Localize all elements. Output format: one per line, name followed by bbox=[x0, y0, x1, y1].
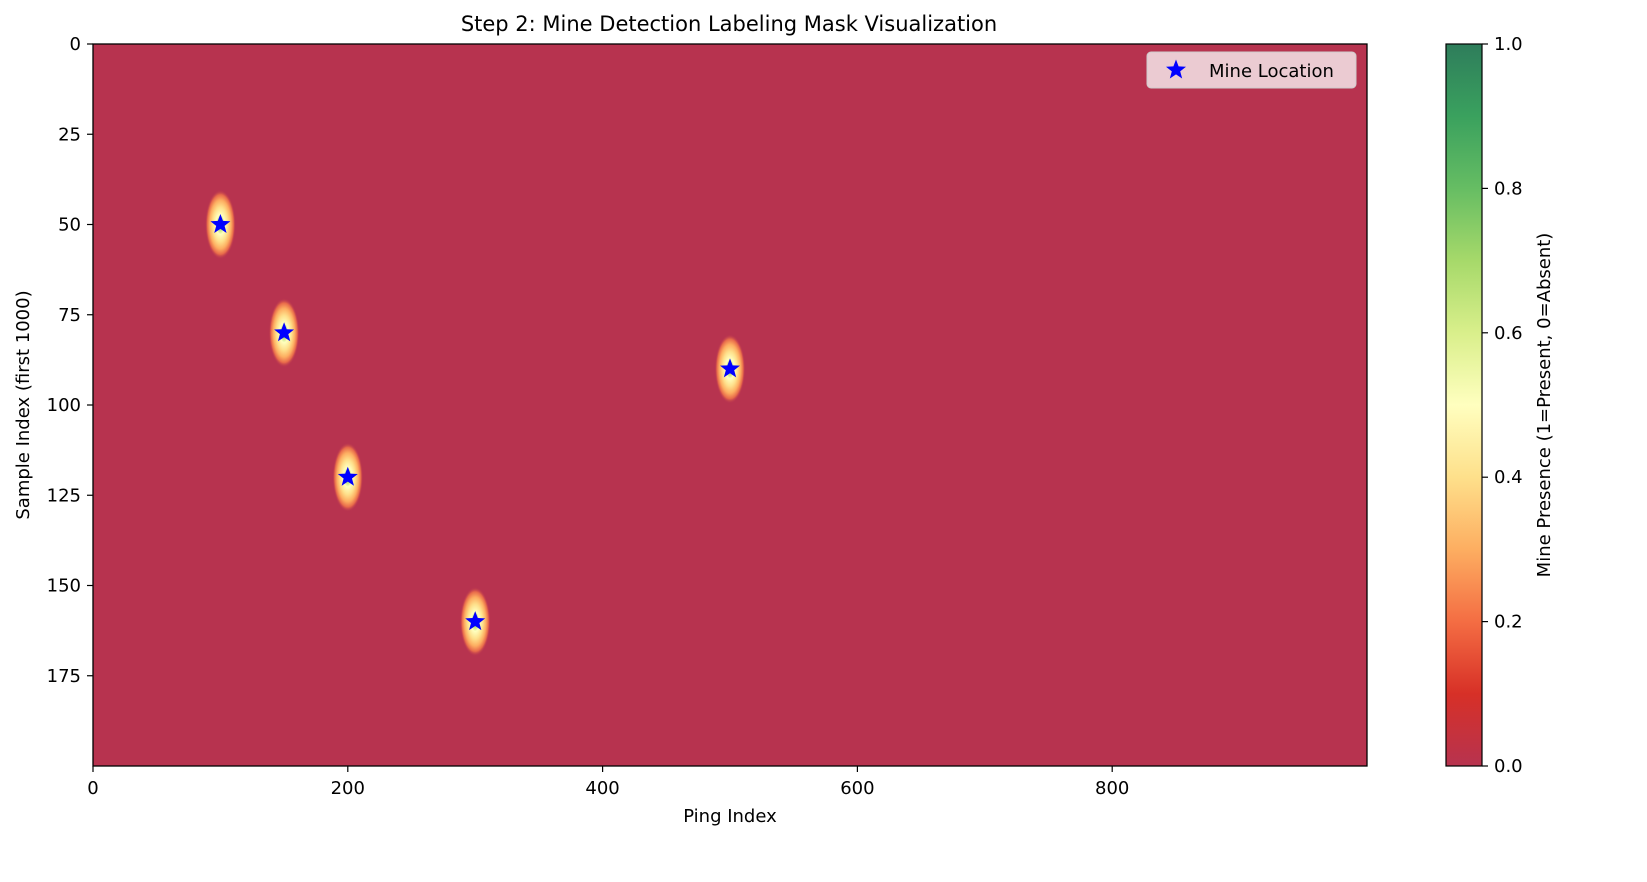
colorbar-tick-label: 1.0 bbox=[1494, 34, 1523, 55]
colorbar-tick-label: 0.0 bbox=[1494, 756, 1523, 777]
mine-markers bbox=[210, 214, 740, 631]
colorbar-label: Mine Presence (1=Present, 0=Absent) bbox=[1534, 233, 1555, 578]
y-axis-label: Sample Index (first 1000) bbox=[13, 290, 34, 519]
colorbar-gradient bbox=[1445, 43, 1483, 767]
x-tick-label: 600 bbox=[840, 778, 874, 799]
y-tick-label: 50 bbox=[58, 215, 81, 236]
mine-star-marker bbox=[274, 322, 295, 342]
y-tick-label: 75 bbox=[58, 305, 81, 326]
y-tick-label: 100 bbox=[47, 395, 81, 416]
y-tick-label: 175 bbox=[47, 666, 81, 687]
heatmap-plot-area bbox=[92, 43, 1368, 767]
legend-label: Mine Location bbox=[1209, 61, 1334, 82]
x-tick-label: 800 bbox=[1095, 778, 1129, 799]
colorbar-tick-label: 0.2 bbox=[1494, 612, 1523, 633]
x-tick-label: 400 bbox=[585, 778, 619, 799]
mine-star-marker bbox=[720, 358, 740, 378]
colorbar-ticks: 0.0 0.2 0.4 0.6 0.8 1.0 bbox=[1482, 34, 1523, 777]
mine-star-marker bbox=[465, 611, 486, 631]
y-tick-label: 125 bbox=[47, 485, 81, 506]
legend: Mine Location bbox=[1146, 51, 1357, 89]
x-axis-ticks: 0 200 400 600 800 bbox=[87, 766, 1129, 799]
x-tick-label: 200 bbox=[331, 778, 365, 799]
legend-star-shape bbox=[1166, 59, 1186, 79]
y-tick-label: 25 bbox=[58, 124, 81, 145]
legend-star-icon bbox=[1166, 59, 1186, 79]
colorbar-tick-label: 0.8 bbox=[1494, 178, 1523, 199]
colorbar-tick-label: 0.6 bbox=[1494, 323, 1523, 344]
y-axis-ticks: 0 25 50 75 100 125 150 175 bbox=[47, 34, 93, 687]
x-axis-label: Ping Index bbox=[683, 806, 777, 827]
chart-title: Step 2: Mine Detection Labeling Mask Vis… bbox=[461, 12, 997, 36]
heatmap-background bbox=[93, 44, 1367, 766]
colorbar: 0.0 0.2 0.4 0.6 0.8 1.0 Mine Presence (1=Pres… bbox=[1445, 34, 1555, 777]
y-tick-label: 0 bbox=[70, 34, 81, 55]
x-tick-label: 0 bbox=[87, 778, 98, 799]
y-tick-label: 150 bbox=[47, 576, 81, 597]
colorbar-tick-label: 0.4 bbox=[1494, 467, 1523, 488]
mine-star-marker bbox=[337, 466, 358, 486]
mine-star-marker bbox=[210, 214, 231, 233]
legend-box bbox=[1146, 51, 1357, 89]
